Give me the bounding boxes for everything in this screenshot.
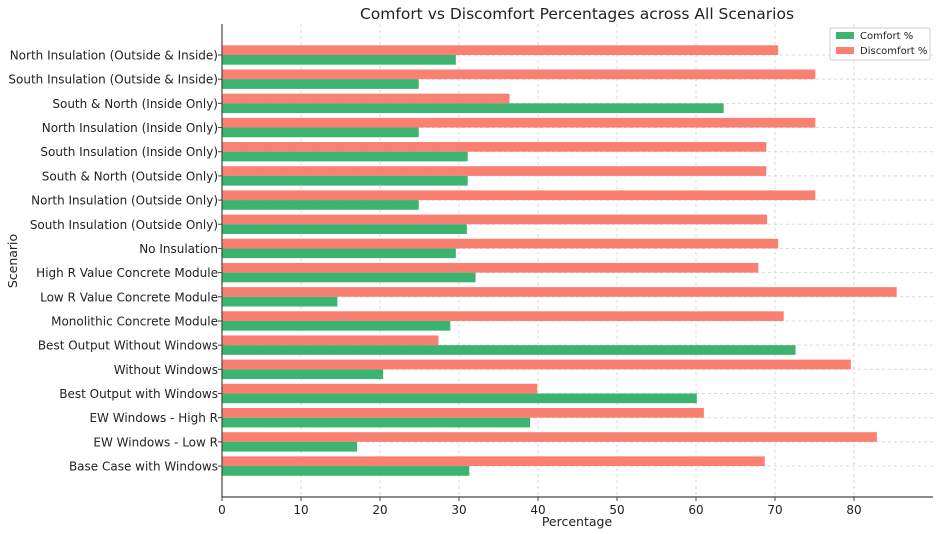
x-axis-label: Percentage bbox=[542, 514, 613, 529]
bar-comfort bbox=[222, 345, 796, 355]
bar-discomfort bbox=[222, 190, 816, 201]
y-tick-label: South Insulation (Inside Only) bbox=[40, 145, 218, 159]
y-tick-label: South Insulation (Outside Only) bbox=[30, 218, 218, 232]
bar-discomfort bbox=[222, 408, 704, 418]
bar-comfort bbox=[222, 369, 384, 380]
x-tick-label: 50 bbox=[609, 503, 624, 517]
bar-discomfort bbox=[222, 359, 851, 370]
y-tick-label: EW Windows - High R bbox=[89, 411, 218, 425]
bar-comfort bbox=[222, 224, 467, 234]
bar-discomfort bbox=[222, 335, 439, 346]
y-tick-label: Monolithic Concrete Module bbox=[51, 314, 218, 328]
bar-comfort bbox=[222, 296, 338, 307]
bar-discomfort bbox=[222, 69, 816, 80]
bar-discomfort bbox=[222, 383, 538, 394]
bar-comfort bbox=[222, 417, 531, 428]
bar-discomfort bbox=[222, 166, 767, 176]
axes: 0 10 20 30 40 50 60 70 80 North Insulation (Outsi… bbox=[8, 24, 933, 517]
bar-discomfort bbox=[222, 214, 768, 225]
bar-comfort bbox=[222, 127, 419, 138]
y-axis-label: Scenario bbox=[5, 234, 20, 288]
bar-comfort bbox=[222, 79, 419, 89]
x-tick-label: 30 bbox=[451, 503, 466, 517]
bar-comfort bbox=[222, 103, 724, 114]
y-tick-label: High R Value Concrete Module bbox=[36, 266, 218, 280]
bar-discomfort bbox=[222, 432, 877, 442]
y-tick-label: Best Output Without Windows bbox=[38, 339, 218, 353]
bar-discomfort bbox=[222, 456, 765, 467]
bar-discomfort bbox=[222, 287, 897, 297]
y-tick-label: South & North (Outside Only) bbox=[42, 169, 218, 183]
bar-comfort bbox=[222, 441, 358, 452]
bar-discomfort bbox=[222, 45, 779, 55]
bar-comfort bbox=[222, 393, 697, 404]
bar-comfort bbox=[222, 200, 419, 210]
y-tick-label: Best Output with Windows bbox=[59, 387, 218, 401]
x-tick-label: 80 bbox=[846, 503, 861, 517]
bar-comfort bbox=[222, 175, 468, 186]
y-tick-label: North Insulation (Inside Only) bbox=[42, 121, 218, 135]
legend-swatch-comfort bbox=[836, 32, 854, 39]
y-tick-label: North Insulation (Outside & Inside) bbox=[10, 49, 218, 63]
y-tick-label: South & North (Inside Only) bbox=[52, 97, 218, 111]
x-tick-label: 10 bbox=[293, 503, 308, 517]
bar-comfort bbox=[222, 55, 456, 65]
x-tick-label: 0 bbox=[218, 503, 226, 517]
bar-comfort bbox=[222, 151, 468, 162]
y-tick-label: North Insulation (Outside Only) bbox=[31, 194, 218, 208]
y-tick-label: No Insulation bbox=[139, 242, 218, 256]
x-tick-label: 20 bbox=[372, 503, 387, 517]
bar-discomfort bbox=[222, 142, 767, 152]
bar-comfort bbox=[222, 466, 470, 476]
x-tick-label: 70 bbox=[767, 503, 782, 517]
bar-discomfort bbox=[222, 117, 816, 128]
chart-title: Comfort vs Discomfort Percentages across… bbox=[360, 5, 794, 23]
bar-discomfort bbox=[222, 262, 759, 273]
y-tick-label: Low R Value Concrete Module bbox=[40, 290, 218, 304]
x-tick-label: 40 bbox=[530, 503, 545, 517]
legend-swatch-discomfort bbox=[836, 47, 854, 54]
bars bbox=[222, 45, 897, 476]
bar-discomfort bbox=[222, 311, 784, 321]
bar-comfort bbox=[222, 320, 451, 331]
legend-label-discomfort: Discomfort % bbox=[860, 46, 927, 57]
legend: Comfort % Discomfort % bbox=[829, 27, 931, 61]
legend-label-comfort: Comfort % bbox=[860, 31, 913, 42]
y-tick-label: Base Case with Windows bbox=[69, 460, 218, 474]
y-tick-label: EW Windows - Low R bbox=[93, 435, 218, 449]
bar-discomfort bbox=[222, 238, 779, 249]
bar-discomfort bbox=[222, 93, 510, 104]
x-tick-label: 60 bbox=[688, 503, 703, 517]
y-tick-label: South Insulation (Outside & Inside) bbox=[8, 73, 218, 87]
bar-comfort bbox=[222, 248, 456, 259]
y-tick-label: Without Windows bbox=[114, 363, 218, 377]
bar-comfort bbox=[222, 272, 476, 283]
